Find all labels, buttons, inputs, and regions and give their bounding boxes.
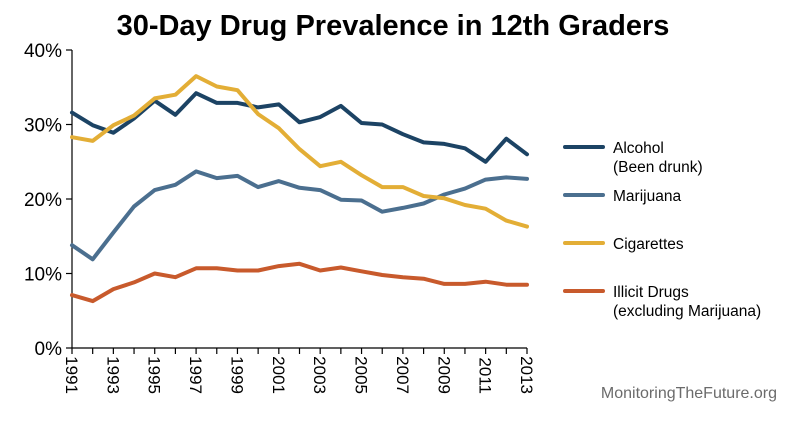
y-tick-label: 0% — [35, 339, 63, 360]
series-line-marijuana — [70, 169, 529, 262]
chart-title: 30-Day Drug Prevalence in 12th Graders — [117, 10, 670, 42]
source-credit: MonitoringTheFuture.org — [601, 385, 777, 402]
y-axis-ticks: 0% 10% 20% 30% 40% — [24, 41, 72, 360]
x-tick-label: 1991 — [62, 356, 81, 394]
x-tick-label: 2007 — [393, 356, 412, 394]
legend-label-marijuana: Marijuana — [613, 188, 681, 205]
x-tick-label: 2005 — [352, 356, 371, 394]
x-tick-label: 2011 — [476, 357, 495, 394]
legend-label-alcohol: Alcohol — [613, 140, 664, 157]
x-tick-label: 2009 — [434, 356, 453, 394]
x-tick-label: 1999 — [227, 356, 246, 394]
legend-label-illicit-drugs: Illicit Drugs — [613, 284, 689, 301]
x-tick-label: 1993 — [103, 356, 122, 394]
x-axis-ticks: 1991 1993 1995 1997 1999 2001 2003 2005 2007 2009… — [62, 348, 536, 394]
series-lines — [70, 74, 529, 304]
x-tick-label: 1997 — [186, 356, 205, 394]
y-tick-label: 10% — [24, 265, 62, 286]
x-tick-label: 2013 — [517, 356, 536, 394]
legend: Alcohol (Been drunk) Marijuana Cigarettes Il… — [563, 140, 761, 320]
y-tick-label: 30% — [24, 116, 62, 137]
x-tick-label: 2001 — [269, 356, 288, 394]
legend-sublabel-alcohol: (Been drunk) — [613, 159, 703, 176]
y-tick-label: 20% — [24, 190, 62, 211]
x-tick-label: 1995 — [145, 356, 164, 394]
series-line-illicit-drugs — [70, 261, 529, 304]
x-tick-label: 2003 — [310, 356, 329, 394]
legend-label-cigarettes: Cigarettes — [613, 236, 684, 253]
legend-sublabel-illicit-drugs: (excluding Marijuana) — [613, 303, 761, 320]
y-tick-label: 40% — [24, 41, 62, 62]
series-line-cigarettes — [70, 74, 529, 229]
